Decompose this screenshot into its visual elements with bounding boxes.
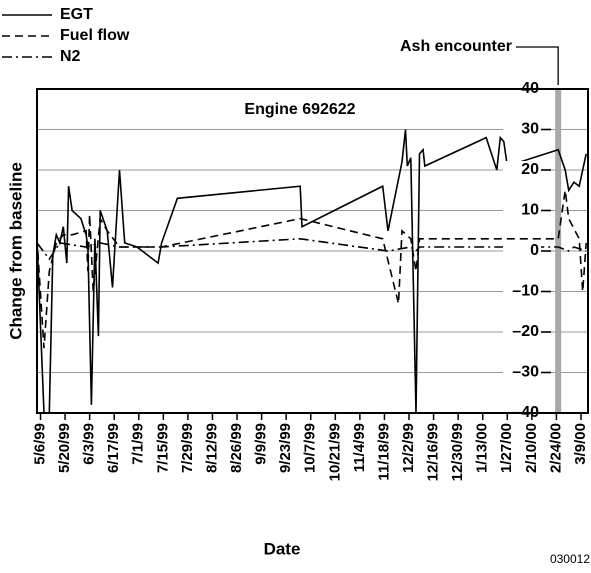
x-tick-label: 11/4/99 xyxy=(351,423,368,472)
x-tick-label: 3/9/00 xyxy=(572,423,589,465)
x-tick-label: 11/18/99 xyxy=(375,423,392,481)
x-tick-label: 7/29/99 xyxy=(179,423,196,473)
x-axis-label: Date xyxy=(264,539,301,558)
chart-subtitle: Engine 692622 xyxy=(244,101,355,118)
legend-label: N2 xyxy=(60,48,81,65)
y-tick-label: –10 xyxy=(512,283,539,300)
x-tick-label: 2/24/00 xyxy=(547,423,564,473)
y-tick-label: –30 xyxy=(512,364,539,381)
x-tick-label: 9/9/99 xyxy=(253,423,270,465)
y-tick-label: –20 xyxy=(512,323,539,340)
y-tick-label: 20 xyxy=(521,161,539,178)
x-tick-label: 2/10/00 xyxy=(523,423,540,473)
y-axis-label: Change from baseline xyxy=(6,162,25,340)
x-tick-label: 12/16/99 xyxy=(425,423,442,481)
x-tick-label: 12/30/99 xyxy=(449,423,466,481)
x-tick-label: 1/27/00 xyxy=(498,423,515,473)
x-tick-label: 8/12/99 xyxy=(203,423,220,473)
plot-frame xyxy=(36,88,589,414)
x-tick-label: 9/23/99 xyxy=(277,423,294,473)
y-tick-label-bg xyxy=(503,201,541,220)
y-tick-label: 0 xyxy=(530,242,539,259)
series-line xyxy=(36,129,587,414)
x-tick-label: 7/15/99 xyxy=(154,423,171,473)
y-tick-label: 30 xyxy=(521,121,539,138)
x-tick-label: 5/6/99 xyxy=(31,423,48,465)
legend-label: EGT xyxy=(60,6,93,23)
x-tick-label: 8/26/99 xyxy=(228,423,245,473)
x-tick-label: 10/21/99 xyxy=(326,423,343,481)
annotation-leader xyxy=(516,46,559,85)
series-line xyxy=(36,237,587,261)
x-tick-label: 7/1/99 xyxy=(130,423,147,465)
x-tick-label: 12/2/99 xyxy=(400,423,417,473)
y-tick-label-bg xyxy=(503,120,541,139)
x-tick-label: 10/7/99 xyxy=(302,423,319,473)
x-tick-label: 5/20/99 xyxy=(56,423,73,473)
y-tick-label-bg xyxy=(503,242,541,260)
y-tick-label-bg xyxy=(503,323,541,341)
annotation-text: Ash encounter xyxy=(400,38,512,55)
y-tick-label-bg xyxy=(503,161,541,179)
y-tick-label-bg xyxy=(503,363,541,382)
ash-band xyxy=(555,89,562,413)
series-line xyxy=(36,190,587,349)
y-tick-label-bg xyxy=(503,282,541,301)
x-tick-label: 1/13/00 xyxy=(474,423,491,473)
footnote: 030012 xyxy=(550,552,590,566)
x-tick-label: 6/17/99 xyxy=(105,423,122,473)
x-tick-label: 6/3/99 xyxy=(81,423,98,465)
y-tick-label: 10 xyxy=(521,202,539,219)
legend-label: Fuel flow xyxy=(60,27,130,44)
